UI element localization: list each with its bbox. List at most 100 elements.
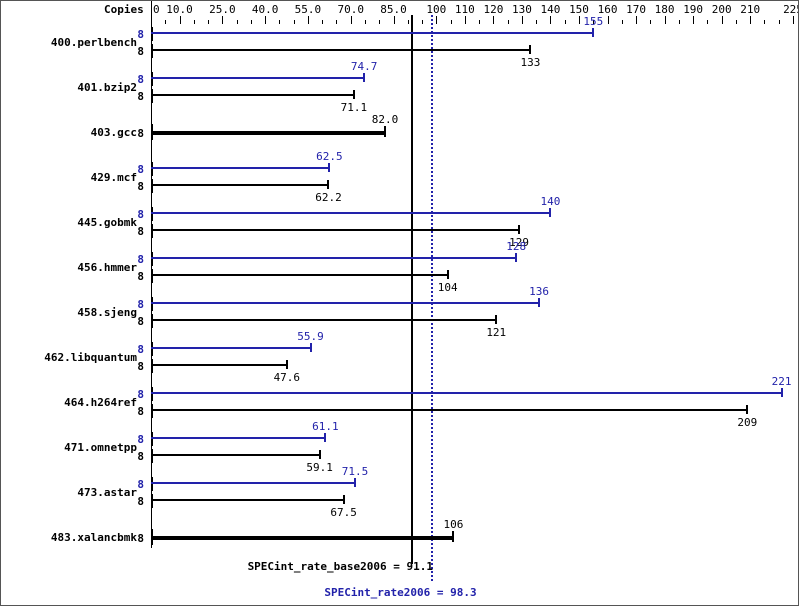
axis-tick-label: 210 (740, 3, 761, 16)
bar-end-cap (746, 405, 749, 414)
bar-end-cap (495, 315, 498, 324)
footer-peak-score: SPECint_rate2006 = 98.3 (324, 586, 477, 599)
benchmark-bar-both (151, 536, 454, 540)
axis-tick-label: 70.0 (337, 3, 364, 16)
axis-tick-label: 10.0 (166, 3, 193, 16)
copies-value: 8 (137, 405, 144, 418)
axis-tick-minor (336, 20, 338, 24)
benchmark-name-label: 429.mcf (90, 171, 137, 184)
axis-tick-minor (165, 20, 167, 24)
axis-tick-minor (250, 20, 252, 24)
axis-tick-major (664, 16, 666, 24)
axis-tick-label: 120 (483, 3, 504, 16)
benchmark-bar-both (151, 131, 385, 135)
bar-value-label: 74.7 (350, 60, 378, 73)
axis-tick-label: 100 (426, 3, 447, 16)
axis-tick-minor (193, 20, 195, 24)
axis-tick-major (750, 16, 752, 24)
benchmark-bar-base (151, 94, 354, 96)
bar-end-cap (549, 208, 552, 217)
axis-tick-major (436, 16, 438, 24)
benchmark-name-label: 456.hmmer (77, 261, 137, 274)
bar-end-cap (383, 126, 386, 137)
benchmark-name-label: 445.gobmk (77, 216, 137, 229)
axis-tick-major (693, 16, 695, 24)
bar-value-label: 133 (520, 56, 541, 69)
axis-tick-major (222, 16, 224, 24)
axis-tick-minor (293, 20, 295, 24)
bar-value-label: 155 (583, 15, 604, 28)
reference-line-base (410, 15, 413, 564)
bar-start-cap (151, 72, 153, 86)
bar-value-label: 59.1 (306, 461, 333, 474)
axis-tick-minor (678, 20, 680, 24)
benchmark-name-label: 401.bzip2 (77, 81, 137, 94)
bar-end-cap (363, 73, 366, 82)
bar-value-label: 71.5 (341, 465, 369, 478)
copies-value: 8 (137, 270, 144, 283)
axis-tick-minor (422, 20, 424, 24)
benchmark-name-label: 462.libquantum (44, 351, 137, 364)
bar-start-cap (151, 224, 153, 238)
axis-tick-major (793, 16, 794, 24)
bar-start-cap (151, 27, 153, 41)
bar-end-cap (592, 28, 595, 37)
bar-start-cap (151, 179, 153, 193)
bar-value-label: 129 (509, 236, 530, 249)
copies-value: 8 (137, 225, 144, 238)
axis-tick-minor (379, 20, 381, 24)
bar-start-cap (151, 387, 153, 401)
bar-end-cap (452, 531, 455, 542)
bar-end-cap (309, 343, 312, 352)
copies-value: 8 (137, 450, 144, 463)
bar-value-label: 71.1 (340, 101, 368, 114)
reference-line-peak (431, 15, 434, 581)
bar-start-cap (151, 44, 153, 58)
axis-tick-major (179, 16, 181, 24)
axis-tick-minor (536, 20, 538, 24)
bar-value-label: 221 (771, 375, 792, 388)
bar-start-cap (151, 162, 153, 176)
bar-start-cap (151, 269, 153, 283)
axis-tick-label: 170 (626, 3, 646, 16)
benchmark-name-label: 403.gcc (90, 126, 137, 139)
copies-value: 8 (137, 90, 144, 103)
axis-tick-major (579, 16, 580, 24)
axis-tick-minor (236, 20, 238, 24)
copies-value: 8 (137, 478, 144, 491)
benchmark-bar-peak (151, 32, 594, 34)
benchmark-name-label: 471.omnetpp (64, 441, 137, 454)
axis-tick-minor (593, 20, 595, 24)
axis-tick-minor (322, 20, 324, 24)
bar-end-cap (324, 433, 327, 442)
benchmark-bar-peak (151, 77, 365, 79)
benchmark-name-label: 458.sjeng (77, 306, 137, 319)
axis-tick-major (493, 16, 495, 24)
benchmark-bar-peak (151, 167, 330, 169)
axis-tick-label: 200 (711, 3, 732, 16)
bar-value-label: 82.0 (371, 113, 399, 126)
benchmark-bar-peak (151, 347, 311, 349)
bar-value-label: 55.9 (297, 330, 324, 343)
copies-value: 8 (137, 433, 144, 446)
copies-value: 8 (137, 315, 144, 328)
axis-tick-label: 150 (569, 3, 589, 16)
copies-value: 8 (137, 73, 144, 86)
benchmark-bar-base (151, 229, 520, 231)
bar-start-cap (151, 207, 153, 221)
copies-value: 8 (137, 127, 144, 140)
axis-tick-label: 25.0 (209, 3, 236, 16)
bar-end-cap (538, 298, 541, 307)
bar-end-cap (780, 388, 783, 397)
copies-value: 8 (137, 532, 144, 545)
axis-tick-minor (450, 20, 452, 24)
copies-value: 8 (137, 360, 144, 373)
bar-start-cap (151, 342, 153, 356)
footer-base-score: SPECint_rate_base2006 = 91.1 (247, 560, 433, 573)
copies-value: 8 (137, 163, 144, 176)
bar-value-label: 104 (437, 281, 458, 294)
axis-tick-label: 55.0 (294, 3, 322, 16)
axis-tick-label: 190 (683, 3, 704, 16)
benchmark-name-label: 483.xalancbmk (50, 531, 137, 544)
